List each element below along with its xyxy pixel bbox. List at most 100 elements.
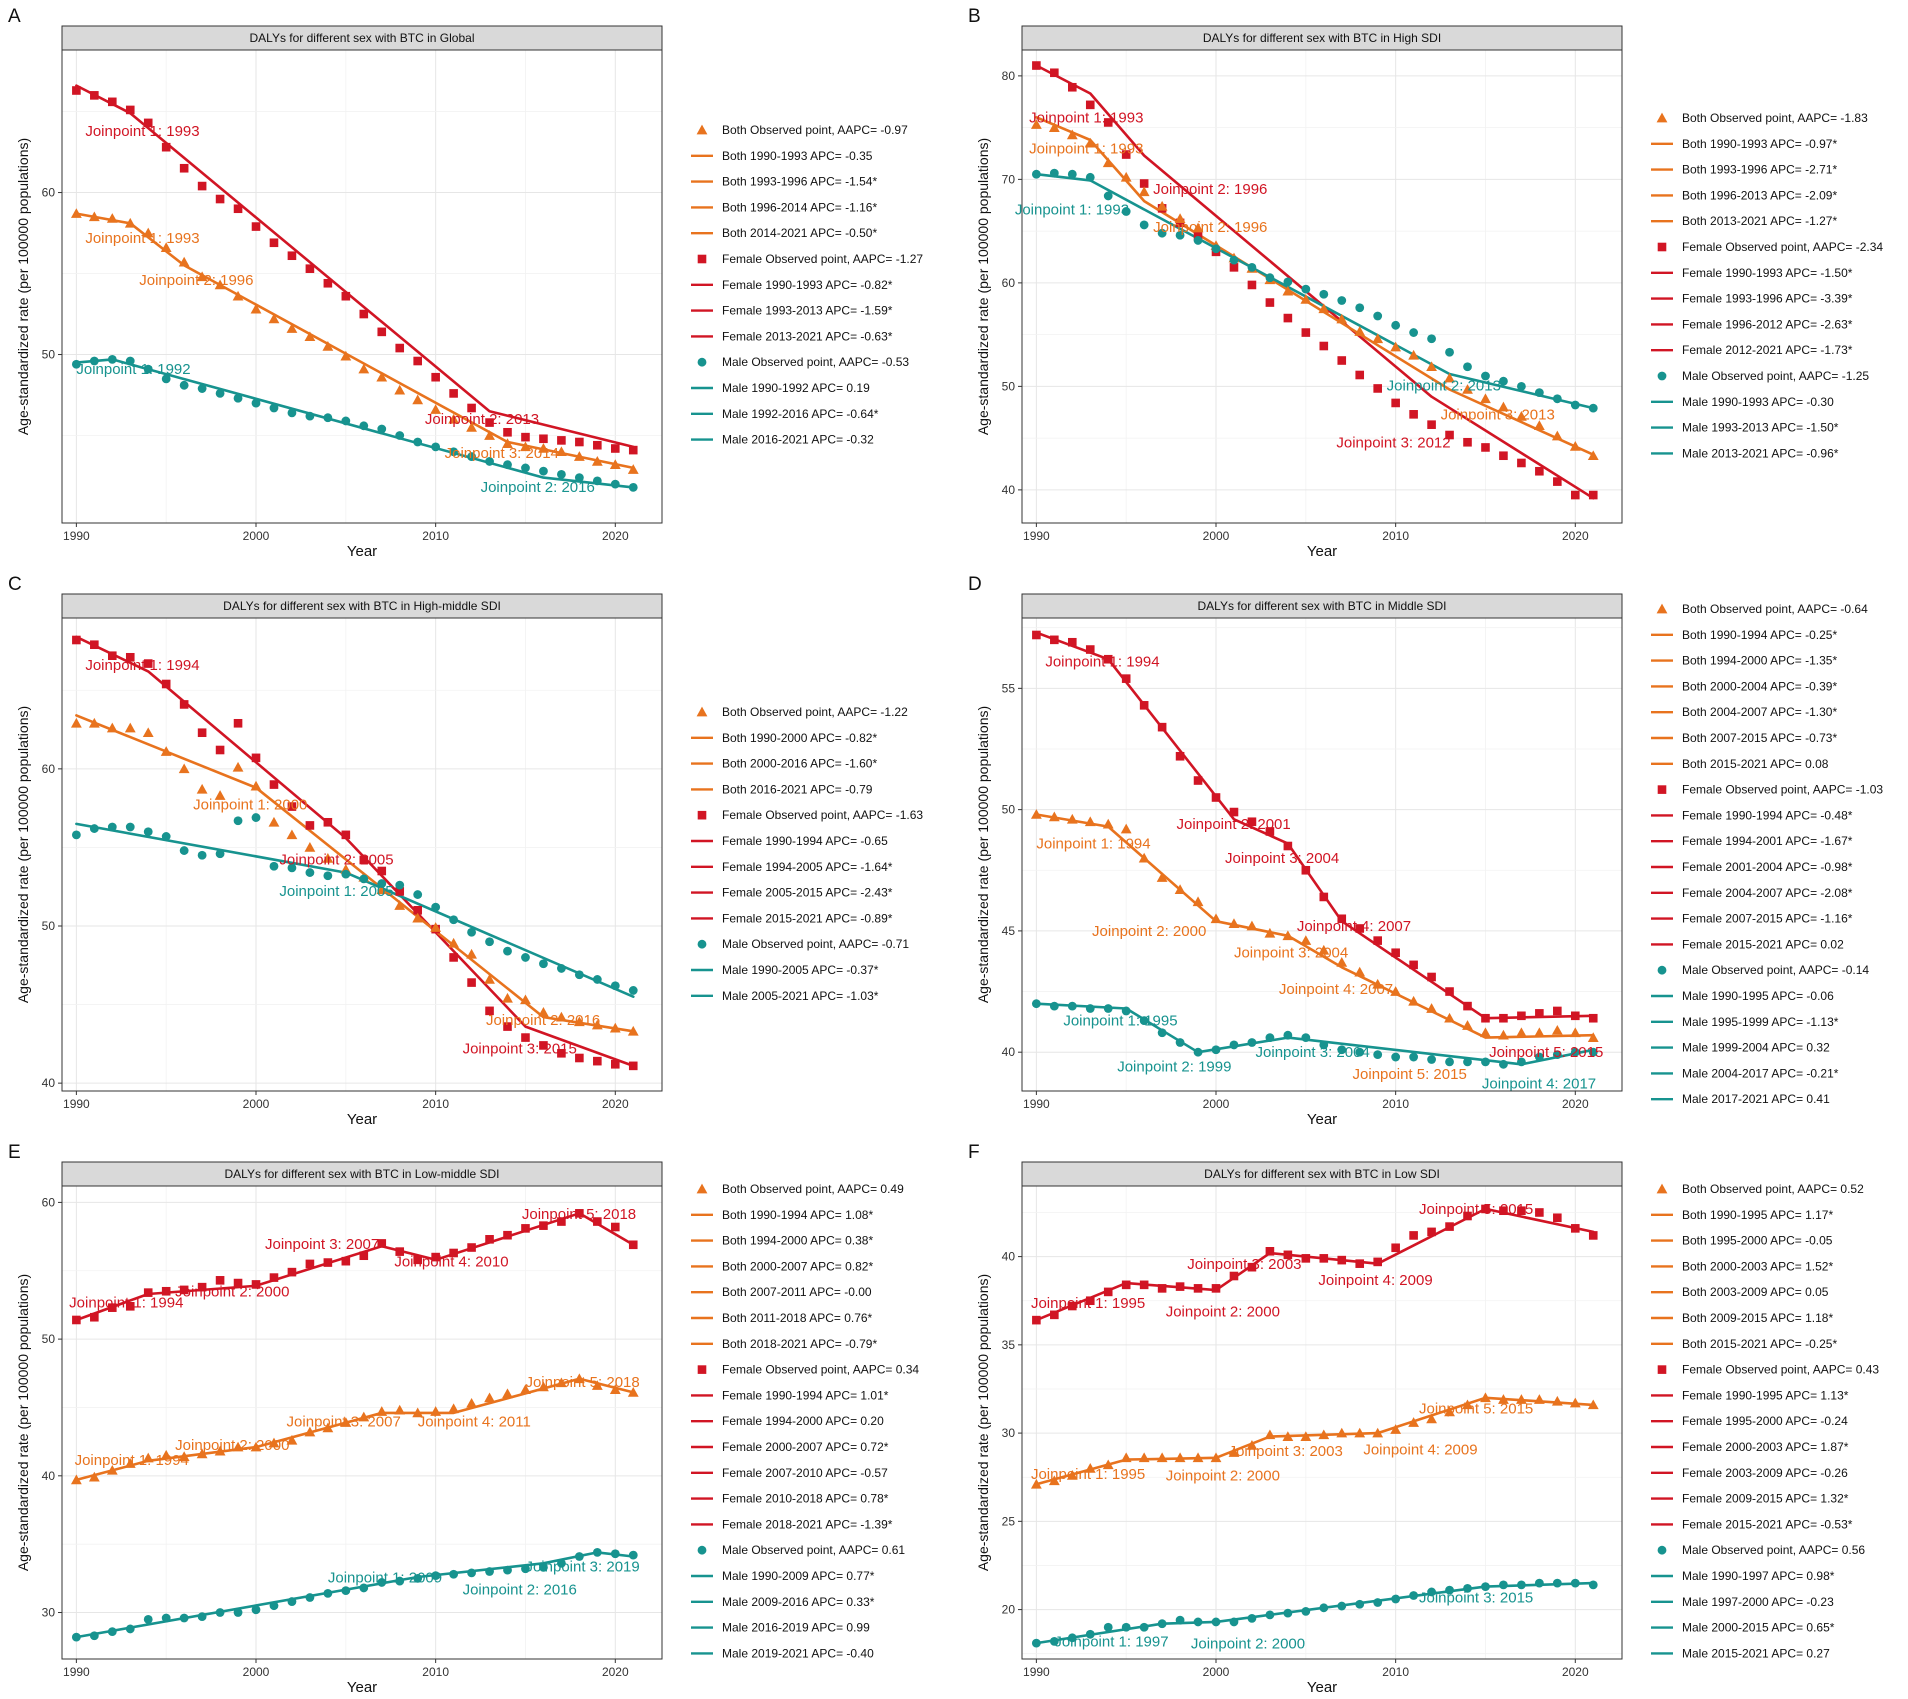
data-point — [72, 635, 81, 645]
data-point — [233, 393, 243, 403]
data-point — [449, 447, 459, 457]
joinpoint-label: Joinpoint 3: 2004 — [1225, 850, 1339, 867]
legend-label: Both Observed point, AAPC= 0.49 — [722, 1182, 904, 1196]
data-point — [1247, 280, 1257, 290]
data-point — [466, 422, 477, 432]
legend-label: Female 1990-1994 APC= -0.48* — [1682, 808, 1853, 822]
data-point — [1427, 1055, 1436, 1064]
legend-item: Female 1990-1994 APC= -0.65 — [691, 834, 888, 848]
data-point — [573, 451, 585, 461]
y-tick-label: 50 — [42, 348, 56, 362]
data-point — [1588, 490, 1598, 500]
data-point — [557, 436, 566, 445]
legend-item: Female Observed point, AAPC= -1.03 — [1657, 783, 1883, 797]
data-point — [359, 874, 369, 884]
y-axis-title: Age-standardized rate (per 100000 popula… — [15, 706, 31, 1003]
legend-label: Both Observed point, AAPC= -0.64 — [1682, 602, 1868, 616]
data-point — [125, 822, 135, 832]
data-point — [1391, 948, 1400, 958]
data-point — [1355, 1047, 1365, 1057]
x-tick-label: 2010 — [422, 529, 449, 543]
y-tick-label: 40 — [1002, 1250, 1016, 1264]
data-point — [503, 460, 512, 470]
legend-item: Female 2015-2021 APC= -0.89* — [691, 911, 893, 925]
data-point — [1174, 213, 1186, 224]
data-point — [1337, 914, 1347, 924]
observed-points-male — [1031, 999, 1598, 1069]
legend-key-marker — [1657, 242, 1667, 252]
data-point — [1337, 1255, 1347, 1265]
data-point — [1282, 1431, 1294, 1441]
legend-item: Female 2001-2004 APC= -0.98* — [1651, 860, 1853, 874]
data-point — [1157, 1028, 1167, 1038]
data-point — [197, 1612, 207, 1622]
data-point — [341, 416, 351, 426]
data-point — [1084, 1462, 1096, 1473]
legend-item: Both 2014-2021 APC= -0.50* — [691, 226, 877, 240]
data-point — [1211, 1617, 1221, 1627]
data-point — [1499, 1059, 1508, 1069]
data-point — [1551, 1395, 1563, 1406]
data-point — [1032, 630, 1041, 640]
data-point — [1391, 398, 1400, 408]
data-point — [196, 271, 208, 282]
data-point — [215, 1276, 225, 1285]
data-point — [1552, 1578, 1562, 1588]
data-point — [539, 1563, 548, 1572]
data-point — [1067, 637, 1077, 647]
joinpoint-label: Joinpoint 2: 2001 — [1176, 816, 1290, 833]
data-point — [539, 1221, 548, 1230]
data-point — [124, 1458, 136, 1468]
data-point — [376, 1406, 388, 1416]
legend-item: Female 2003-2009 APC= -0.26 — [1651, 1466, 1848, 1480]
data-point — [1534, 1052, 1544, 1062]
data-point — [1390, 986, 1402, 996]
data-point — [268, 1437, 280, 1448]
data-point — [1516, 1027, 1527, 1038]
legend-item: Both 2000-2004 APC= -0.39* — [1651, 679, 1837, 693]
data-point — [484, 430, 495, 440]
legend-item: Male 2005-2021 APC= -1.03* — [691, 989, 879, 1003]
data-point — [593, 1217, 602, 1226]
data-point — [323, 1588, 333, 1598]
chart-title: DALYs for different sex with BTC in Low … — [1204, 1167, 1440, 1181]
data-point — [1103, 118, 1113, 127]
data-point — [1300, 294, 1312, 304]
data-point — [395, 343, 405, 353]
data-point — [1138, 852, 1150, 863]
data-point — [1551, 430, 1563, 441]
data-point — [287, 802, 297, 811]
legend-item: Both 2009-2015 APC= 1.18* — [1651, 1311, 1833, 1325]
legend-label: Both 1994-2000 APC= 0.38* — [722, 1234, 873, 1248]
data-point — [1121, 1006, 1131, 1016]
legend-item: Both 2013-2021 APC= -1.27* — [1651, 214, 1837, 228]
data-point — [1120, 1452, 1132, 1463]
data-point — [1552, 394, 1562, 404]
legend-label: Both 1990-1993 APC= -0.97* — [1682, 137, 1837, 151]
legend-key-marker — [697, 1545, 707, 1555]
data-point — [628, 1240, 638, 1250]
data-point — [90, 1312, 99, 1322]
data-point — [142, 727, 154, 738]
data-point — [1462, 1020, 1473, 1030]
legend-item: Female 2015-2021 APC= -0.53* — [1651, 1517, 1853, 1531]
data-point — [610, 1222, 620, 1232]
legend-label: Male 1995-1999 APC= -1.13* — [1682, 1015, 1839, 1029]
data-point — [1499, 1206, 1508, 1216]
legend-item: Female 1994-2001 APC= -1.67* — [1651, 834, 1853, 848]
joinpoint-label: Joinpoint 4: 2007 — [1297, 918, 1411, 935]
data-point — [1229, 1617, 1239, 1627]
legend-key-marker — [1657, 1365, 1667, 1374]
data-point — [1085, 1629, 1095, 1639]
data-point — [160, 1449, 172, 1460]
data-point — [286, 1434, 298, 1445]
data-point — [1390, 341, 1402, 352]
data-point — [1121, 1280, 1131, 1290]
data-point — [1193, 776, 1203, 785]
legend-item: Female 2007-2015 APC= -1.16* — [1651, 912, 1853, 926]
data-point — [1066, 813, 1078, 824]
data-point — [72, 1315, 81, 1325]
legend-label: Both 1990-1994 APC= -0.25* — [1682, 628, 1837, 642]
data-point — [1535, 1208, 1544, 1217]
data-point — [591, 1380, 603, 1390]
